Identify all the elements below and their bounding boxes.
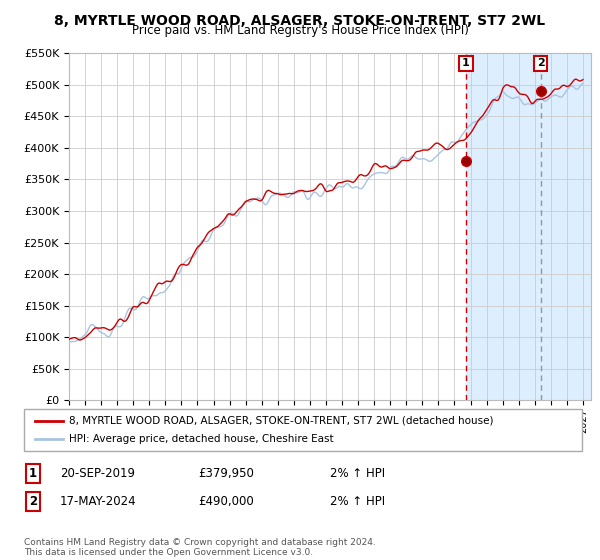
Text: 20-SEP-2019: 20-SEP-2019 (60, 466, 135, 480)
Text: £379,950: £379,950 (198, 466, 254, 480)
Bar (466, 53, 591, 400)
Text: HPI: Average price, detached house, Cheshire East: HPI: Average price, detached house, Ches… (68, 434, 333, 444)
Text: 1: 1 (462, 58, 470, 68)
Text: 2% ↑ HPI: 2% ↑ HPI (330, 466, 385, 480)
Text: 8, MYRTLE WOOD ROAD, ALSAGER, STOKE-ON-TRENT, ST7 2WL: 8, MYRTLE WOOD ROAD, ALSAGER, STOKE-ON-T… (55, 14, 545, 28)
Text: 2% ↑ HPI: 2% ↑ HPI (330, 494, 385, 508)
Text: 1: 1 (29, 466, 37, 480)
Text: 2: 2 (29, 494, 37, 508)
Text: Price paid vs. HM Land Registry's House Price Index (HPI): Price paid vs. HM Land Registry's House … (131, 24, 469, 37)
Text: 8, MYRTLE WOOD ROAD, ALSAGER, STOKE-ON-TRENT, ST7 2WL (detached house): 8, MYRTLE WOOD ROAD, ALSAGER, STOKE-ON-T… (68, 416, 493, 426)
FancyBboxPatch shape (24, 409, 582, 451)
Text: £490,000: £490,000 (198, 494, 254, 508)
Text: 2: 2 (537, 58, 545, 68)
Text: 17-MAY-2024: 17-MAY-2024 (60, 494, 137, 508)
Text: Contains HM Land Registry data © Crown copyright and database right 2024.
This d: Contains HM Land Registry data © Crown c… (24, 538, 376, 557)
